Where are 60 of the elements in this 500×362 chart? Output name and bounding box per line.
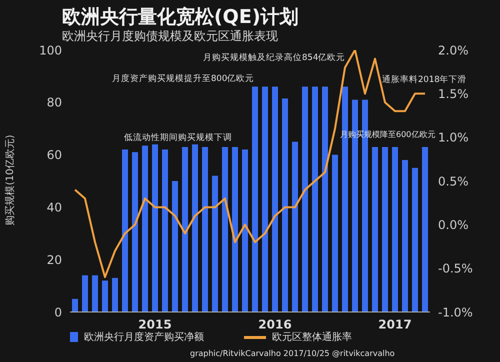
y2-tick-label: 1.0% [438, 130, 468, 145]
y2-tick-label: -1.0% [438, 305, 473, 320]
x-tick-label: 2015 [138, 318, 172, 332]
y2-tick-label: 2.0% [438, 43, 468, 58]
bar [232, 146, 238, 312]
bar [332, 154, 338, 312]
bar [212, 176, 218, 312]
bar [242, 150, 248, 312]
y2-tick-label: -0.5% [438, 262, 473, 276]
bar [312, 86, 318, 312]
y-tick-label: 60 [46, 148, 62, 162]
bar [142, 146, 148, 312]
bar [192, 144, 198, 312]
annotation: 月购买规模触及纪录高位854亿欧元 [203, 52, 346, 64]
bar [322, 86, 328, 312]
bar [182, 146, 188, 312]
bar [122, 150, 128, 312]
bar [262, 86, 268, 312]
y-tick-label: 80 [46, 96, 62, 110]
y-tick-label: 100 [39, 43, 62, 58]
bar [402, 160, 408, 312]
legend-label: 欧洲央行月度资产购买净额 [84, 330, 204, 344]
chart-subtitle: 欧洲央行月度购债规模及欧元区通胀表现 [62, 28, 278, 45]
bar [282, 98, 288, 312]
bar [132, 152, 138, 312]
y2-tick-label: 1.5% [438, 86, 468, 101]
y2-tick-label: 0.0% [438, 218, 468, 232]
bar [222, 146, 228, 312]
y-axis-title: 购买规模(10亿欧元) [4, 134, 17, 226]
bar [302, 86, 308, 312]
bar [412, 168, 418, 312]
y2-tick-label: 0.5% [438, 174, 468, 188]
legend-label: 欧元区整体通胀率 [272, 330, 352, 344]
bar [292, 142, 298, 312]
annotation: 月度资产购买规模提升至800亿欧元 [112, 73, 254, 85]
x-tick-label: 2017 [378, 318, 412, 332]
y-tick-label: 20 [46, 252, 62, 267]
bar [172, 181, 178, 312]
bar [112, 278, 118, 312]
bar [372, 146, 378, 312]
bar [202, 146, 208, 312]
bar [272, 86, 278, 312]
bar [162, 150, 168, 312]
bar [382, 146, 388, 312]
bar [72, 298, 78, 312]
annotation: 通胀率料2018年下滑 [382, 74, 467, 86]
x-tick-label: 2016 [258, 318, 292, 332]
bar [392, 146, 398, 312]
bar [152, 144, 158, 312]
bar [252, 86, 258, 312]
y-tick-label: 40 [46, 200, 62, 214]
bar [82, 275, 88, 312]
chart-title: 欧洲央行量化宽松(QE)计划 [62, 5, 298, 30]
y-tick-label: 0 [54, 305, 62, 320]
text: graphic/RitvikCarvalho 2017/10/25 @ritvikcarvalho [190, 349, 395, 358]
bar [102, 280, 108, 312]
bar [342, 86, 348, 312]
bar [422, 146, 428, 312]
annotation: 低流动性期间购买规模下调 [124, 132, 232, 144]
bar [92, 275, 98, 312]
